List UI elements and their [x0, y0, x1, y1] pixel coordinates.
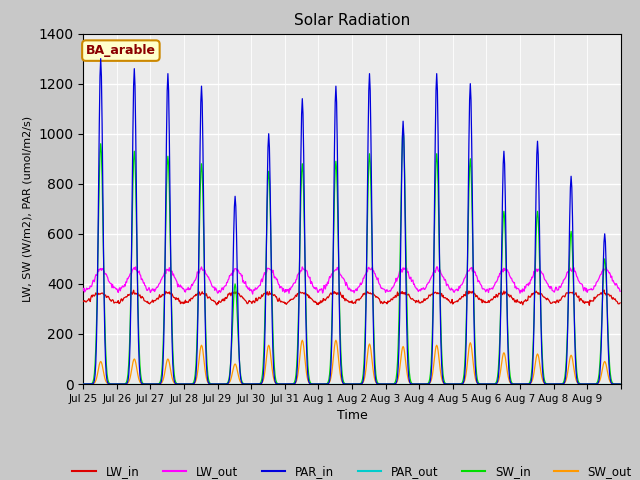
X-axis label: Time: Time	[337, 409, 367, 422]
Title: Solar Radiation: Solar Radiation	[294, 13, 410, 28]
Y-axis label: LW, SW (W/m2), PAR (umol/m2/s): LW, SW (W/m2), PAR (umol/m2/s)	[23, 116, 33, 302]
Legend: LW_in, LW_out, PAR_in, PAR_out, SW_in, SW_out: LW_in, LW_out, PAR_in, PAR_out, SW_in, S…	[68, 461, 636, 480]
Text: BA_arable: BA_arable	[86, 44, 156, 57]
